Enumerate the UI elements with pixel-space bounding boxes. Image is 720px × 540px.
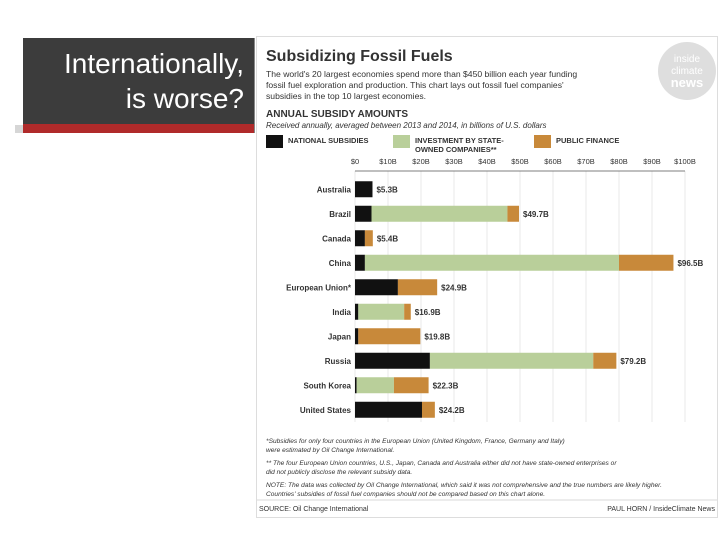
intro-line-1: The world's 20 largest economies spend m… — [266, 69, 577, 79]
total-label: $16.9B — [415, 308, 441, 317]
x-tick-label: $90B — [643, 157, 661, 166]
title-accent-bar — [23, 124, 254, 133]
slide-title-line-2: is worse? — [125, 83, 244, 114]
category-label: South Korea — [303, 381, 351, 390]
x-tick-label: $40B — [478, 157, 496, 166]
note-line-4: did not publicly disclose the relevant s… — [266, 469, 412, 476]
note-line-2: were estimated by Oil Change Internation… — [266, 447, 394, 454]
chart-legend: NATIONAL SUBSIDIES INVESTMENT BY STATE- … — [266, 135, 619, 154]
legend-label-state-owned-1: INVESTMENT BY STATE- — [415, 136, 504, 145]
bar-segment — [364, 254, 619, 271]
plot-area: $0 $10B $20B $30B $40B $50B $60B $70B $80B $90B $1… — [286, 157, 703, 422]
bar-segment — [404, 303, 411, 320]
total-label: $19.8B — [424, 332, 450, 341]
bar-segment — [397, 279, 438, 296]
note-line-5: NOTE: The data was collected by Oil Chan… — [266, 482, 662, 489]
bar-segment — [421, 401, 435, 418]
total-label: $5.3B — [376, 185, 398, 194]
logo-line-2: climate — [671, 66, 703, 77]
x-tick-label: $100B — [674, 157, 696, 166]
bar-segment — [358, 328, 421, 345]
bar-segment — [507, 205, 520, 222]
bar-segment — [371, 205, 508, 222]
bar-segment — [355, 181, 373, 198]
title-accent-square — [15, 125, 23, 133]
slide-title-line-1: Internationally, — [63, 48, 244, 79]
bar-segment — [355, 328, 359, 345]
infographic-panel: Subsidizing Fossil Fuels The world's 20 … — [256, 36, 718, 518]
section-title: ANNUAL SUBSIDY AMOUNTS — [266, 109, 408, 120]
total-label: $22.3B — [433, 381, 459, 390]
intro-line-3: subsidies in the top 10 largest economie… — [266, 91, 426, 101]
x-tick-label: $10B — [379, 157, 397, 166]
bar-segment — [393, 377, 429, 394]
category-label: Australia — [317, 185, 352, 194]
footnotes: *Subsidies for only four countries in th… — [266, 438, 662, 498]
category-label: China — [329, 259, 352, 268]
category-label: Canada — [322, 234, 351, 243]
legend-swatch-public-finance — [534, 135, 551, 148]
fossil-subsidy-chart: Subsidizing Fossil Fuels The world's 20 … — [257, 42, 717, 513]
total-label: $24.9B — [441, 283, 467, 292]
x-tick-label: $20B — [412, 157, 430, 166]
total-label: $49.7B — [523, 210, 549, 219]
x-tick-label: $60B — [544, 157, 562, 166]
x-tick-label: $50B — [511, 157, 529, 166]
infographic-title: Subsidizing Fossil Fuels — [266, 48, 453, 65]
total-label: $24.2B — [439, 406, 465, 415]
note-line-6: Countries' subsidies of fossil fuel comp… — [266, 491, 545, 498]
slide-title: Internationally, is worse? — [64, 46, 244, 116]
total-label: $5.4B — [377, 234, 399, 243]
legend-label-public-finance: PUBLIC FINANCE — [556, 136, 619, 145]
author-credit: PAUL HORN / InsideClimate News — [607, 506, 715, 513]
source-credit: SOURCE: Oil Change International — [259, 506, 369, 513]
legend-swatch-national — [266, 135, 283, 148]
bar-segment — [355, 401, 422, 418]
bar-segment — [355, 377, 357, 394]
legend-label-national: NATIONAL SUBSIDIES — [288, 136, 369, 145]
bar-segment — [619, 254, 674, 271]
x-tick-label: $0 — [351, 157, 359, 166]
category-label: India — [332, 308, 351, 317]
category-label: Japan — [328, 332, 351, 341]
bar-segment — [358, 303, 405, 320]
bar-segment — [429, 352, 594, 369]
legend-swatch-state-owned — [393, 135, 410, 148]
bar-segment — [356, 377, 394, 394]
inside-climate-news-logo: inside climate news — [658, 42, 716, 100]
note-line-3: ** The four European Union countries, U.… — [266, 460, 617, 467]
bar-segment — [355, 230, 365, 247]
logo-line-3: news — [671, 75, 704, 90]
bar-segment — [355, 352, 430, 369]
title-divider — [254, 38, 255, 133]
logo-line-1: inside — [674, 54, 701, 65]
intro-line-2: fossil fuel exploration and production. … — [266, 80, 564, 90]
slide-title-box: Internationally, is worse? — [23, 38, 254, 124]
note-line-1: *Subsidies for only four countries in th… — [266, 438, 565, 445]
x-tick-label: $80B — [610, 157, 628, 166]
category-label: European Union* — [286, 283, 352, 292]
total-label: $79.2B — [620, 357, 646, 366]
category-label: Russia — [325, 357, 352, 366]
legend-label-state-owned-2: OWNED COMPANIES** — [415, 145, 497, 154]
bar-segment — [355, 205, 372, 222]
category-label: Brazil — [329, 210, 351, 219]
bar-segment — [355, 303, 359, 320]
bar-segment — [593, 352, 617, 369]
bar-segment — [355, 279, 398, 296]
section-subtitle: Received annually, averaged between 2013… — [266, 121, 546, 130]
x-tick-label: $30B — [445, 157, 463, 166]
category-label: United States — [300, 406, 352, 415]
bar-segment — [355, 254, 365, 271]
bar-segment — [364, 230, 373, 247]
x-tick-label: $70B — [577, 157, 595, 166]
total-label: $96.5B — [677, 259, 703, 268]
